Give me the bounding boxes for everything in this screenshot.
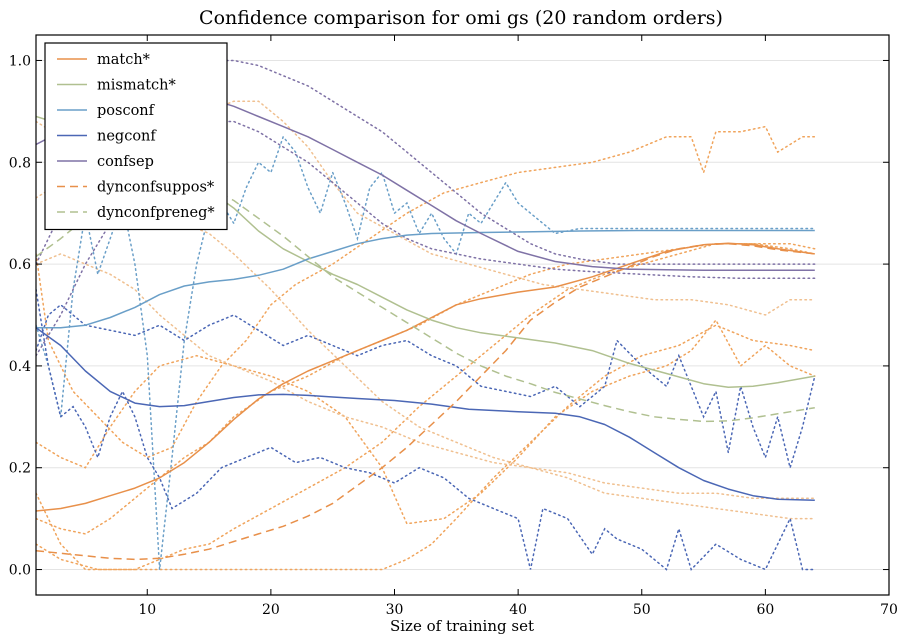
legend: match* mismatch* posconf negconf confsep dync…	[44, 42, 228, 231]
x-tick-label: 30	[386, 602, 404, 618]
chart-title: Confidence comparison for omi gs (20 ran…	[199, 7, 723, 29]
legend-label-confsep: confsep	[97, 154, 154, 170]
y-tick-label: 0.6	[9, 257, 31, 273]
y-tick-label: 0.8	[9, 155, 31, 171]
x-tick-label: 50	[633, 602, 651, 618]
background-line-6	[36, 100, 816, 316]
series-line-posconf	[36, 229, 815, 329]
background-line-10	[36, 303, 816, 471]
x-tick-label: 10	[138, 602, 156, 618]
y-tick-label: 0.2	[9, 461, 31, 477]
background-line-4	[36, 120, 816, 520]
background-line-3	[36, 318, 816, 525]
x-tick-label: 40	[509, 602, 527, 618]
background-line-9	[36, 288, 816, 571]
x-axis-label: Size of training set	[390, 617, 534, 635]
axis-ticks: 10 20 30 40 50 60 70 0.0 0.2 0.4 0.6 0.8 1.0	[9, 35, 898, 618]
legend-label-dynconfpreneg: dynconfpreneg*	[97, 205, 215, 221]
legend-label-negconf: negconf	[97, 129, 157, 145]
x-tick-label: 20	[262, 602, 280, 618]
series-line-negconf	[36, 327, 815, 502]
legend-label-dynconfsuppos: dynconfsuppos*	[97, 180, 215, 196]
legend-label-mismatch: mismatch*	[97, 78, 177, 94]
plot-frame	[35, 34, 890, 596]
background-series	[36, 59, 816, 571]
background-line-2	[36, 324, 816, 571]
x-tick-label: 60	[756, 602, 774, 618]
gridlines	[36, 59, 889, 571]
y-tick-label: 0.0	[9, 563, 31, 579]
y-tick-label: 0.4	[9, 359, 31, 375]
legend-label-posconf: posconf	[97, 103, 156, 119]
y-tick-label: 1.0	[9, 53, 31, 69]
background-line-8	[36, 135, 816, 570]
background-line-5	[36, 253, 816, 500]
background-line-0	[36, 125, 816, 459]
legend-label-match: match*	[97, 52, 151, 68]
x-tick-label: 70	[880, 602, 898, 618]
series-line-dynconfsuppos	[36, 242, 815, 561]
